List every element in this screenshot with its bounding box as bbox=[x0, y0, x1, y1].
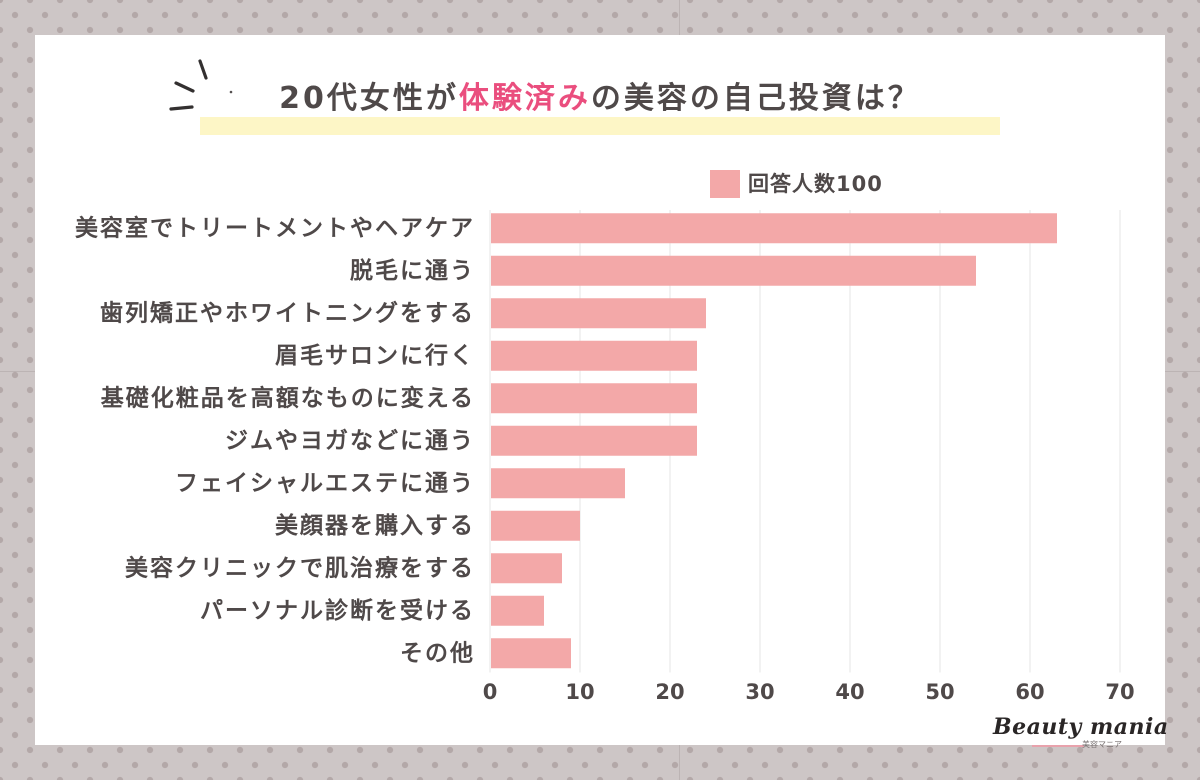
bar bbox=[491, 383, 697, 414]
emphasis-lines-icon bbox=[169, 59, 233, 111]
bar bbox=[491, 425, 697, 456]
bar bbox=[491, 510, 580, 541]
legend-label: 回答人数100 bbox=[748, 172, 883, 196]
logo-wordmark: Beauty mania bbox=[993, 714, 1169, 740]
bar bbox=[491, 298, 706, 329]
x-tick-label: 10 bbox=[565, 680, 594, 704]
bar bbox=[491, 340, 697, 371]
bar bbox=[491, 638, 571, 669]
bar bbox=[491, 213, 1057, 244]
bars bbox=[491, 213, 1057, 669]
category-label: 眉毛サロンに行く bbox=[275, 342, 475, 369]
category-label: 美容室でトリートメントやヘアケア bbox=[75, 214, 475, 241]
logo-subtext: 美容マニア bbox=[1082, 740, 1122, 749]
bar bbox=[491, 255, 976, 286]
category-label: 基礎化粧品を高額なものに変える bbox=[101, 384, 475, 411]
logo-underline bbox=[1032, 745, 1084, 747]
bar bbox=[491, 468, 625, 499]
category-label: 歯列矯正やホワイトニングをする bbox=[100, 299, 475, 326]
category-label: ジムやヨガなどに通う bbox=[225, 428, 475, 454]
category-label: パーソナル診断を受ける bbox=[200, 597, 475, 624]
legend-swatch bbox=[710, 170, 740, 198]
x-tick-label: 40 bbox=[835, 680, 864, 704]
category-label: 脱毛に通う bbox=[350, 257, 475, 284]
title-highlight-text: 体験済み bbox=[458, 81, 591, 116]
category-label: 美顔器を購入する bbox=[275, 512, 475, 539]
x-tick-label: 70 bbox=[1105, 680, 1134, 704]
category-label: フェイシャルエステに通う bbox=[175, 470, 475, 496]
title-highlight-bar bbox=[200, 117, 1000, 135]
x-tick-label: 0 bbox=[483, 680, 498, 704]
x-tick-label: 30 bbox=[745, 680, 774, 704]
category-labels: 美容室でトリートメントやヘアケア脱毛に通う歯列矯正やホワイトニングをする眉毛サロ… bbox=[75, 214, 475, 666]
x-tick-label: 60 bbox=[1015, 680, 1044, 704]
bar bbox=[491, 595, 544, 626]
category-label: 美容クリニックで肌治療をする bbox=[125, 554, 475, 581]
chart-title: 20代女性が体験済みの美容の自己投資は？ bbox=[279, 81, 921, 116]
category-label: その他 bbox=[400, 640, 475, 666]
x-tick-label: 20 bbox=[655, 680, 684, 704]
x-tick-label: 50 bbox=[925, 680, 954, 704]
x-axis-tick-labels: 0 10 20 30 40 50 60 70 bbox=[483, 680, 1135, 704]
bar bbox=[491, 553, 562, 584]
